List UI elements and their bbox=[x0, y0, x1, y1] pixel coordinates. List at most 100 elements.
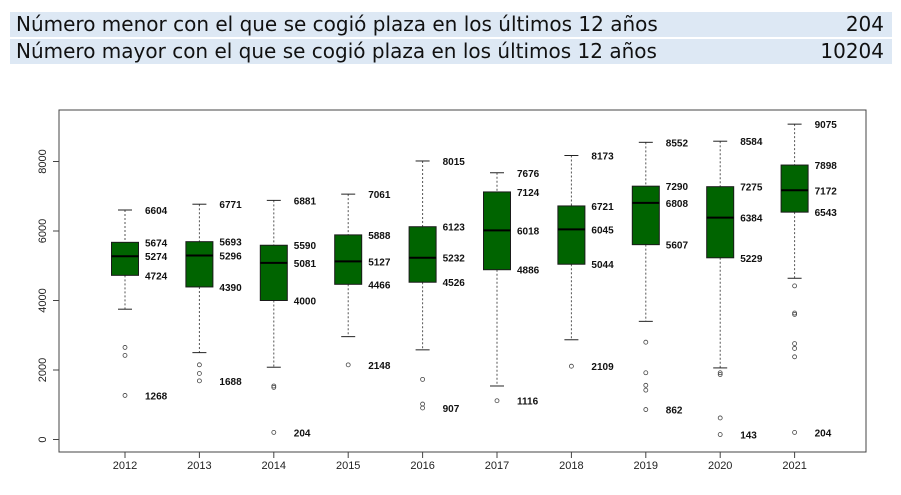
min-label: 862 bbox=[666, 406, 683, 417]
x-tick-label: 2021 bbox=[782, 460, 806, 472]
min-label: 204 bbox=[815, 428, 832, 439]
median-label: 5232 bbox=[443, 254, 466, 265]
q3-label: 7124 bbox=[517, 188, 540, 199]
max-label: 6881 bbox=[294, 196, 317, 207]
y-tick-label: 8000 bbox=[37, 149, 49, 173]
q3-label: 6721 bbox=[591, 202, 614, 213]
boxes: 6604 5674 5274 4724 1268 6771 5693 5296 4390 1688… bbox=[111, 120, 838, 442]
max-label: 7061 bbox=[368, 190, 391, 201]
outlier-point bbox=[792, 430, 797, 435]
y-tick-label: 4000 bbox=[37, 288, 49, 312]
q3-label: 5693 bbox=[219, 238, 242, 249]
outlier-point bbox=[122, 353, 128, 358]
outlier-point bbox=[643, 370, 649, 376]
median-label: 5127 bbox=[368, 257, 391, 268]
x-tick-label: 2015 bbox=[336, 460, 360, 472]
x-tick-label: 2017 bbox=[485, 460, 509, 472]
min-label: 1268 bbox=[145, 391, 168, 402]
outlier-point bbox=[643, 339, 649, 345]
outlier-point bbox=[792, 346, 797, 351]
min-label: 907 bbox=[443, 404, 460, 415]
x-tick-label: 2016 bbox=[410, 460, 434, 472]
outlier-point bbox=[717, 432, 723, 437]
median-label: 5081 bbox=[294, 259, 317, 270]
median-label: 6808 bbox=[666, 199, 689, 210]
median-label: 5296 bbox=[219, 251, 242, 262]
axes: 0 2000 4000 6000 8000 2012 2013 2014 2015 2016 201… bbox=[37, 149, 807, 472]
iqr-box bbox=[185, 241, 214, 288]
q1-label: 4526 bbox=[443, 278, 466, 289]
outlier-point bbox=[420, 376, 426, 382]
header-max-value: 10204 bbox=[820, 39, 884, 63]
outlier-point bbox=[792, 310, 797, 316]
outlier-point bbox=[494, 398, 500, 404]
median-label: 6045 bbox=[591, 225, 614, 236]
iqr-box bbox=[706, 186, 735, 259]
min-label: 1116 bbox=[517, 397, 539, 408]
max-label: 8552 bbox=[666, 138, 689, 149]
outlier-point bbox=[643, 407, 649, 412]
box-2016: 8015 6123 5232 4526 907 bbox=[408, 157, 466, 415]
header-row-min: Número menor con el que se cogió plaza e… bbox=[10, 12, 892, 37]
outlier-point bbox=[271, 383, 277, 389]
max-label: 6771 bbox=[219, 200, 242, 211]
box-2012: 6604 5674 5274 4724 1268 bbox=[111, 206, 168, 402]
median-label: 7172 bbox=[815, 186, 838, 197]
box-2015: 7061 5888 5127 4466 2148 bbox=[334, 190, 391, 372]
x-tick-label: 2014 bbox=[262, 460, 286, 472]
max-label: 8173 bbox=[591, 151, 614, 162]
outlier-point bbox=[717, 372, 723, 377]
max-label: 9075 bbox=[815, 120, 838, 131]
box-2021: 9075 7898 7172 6543 204 bbox=[780, 120, 838, 439]
outlier-point bbox=[122, 345, 128, 350]
q3-label: 5888 bbox=[368, 231, 391, 242]
x-tick-label: 2020 bbox=[708, 460, 732, 472]
box-2014: 6881 5590 5081 4000 204 bbox=[259, 196, 317, 439]
q3-label: 7275 bbox=[740, 183, 763, 194]
x-tick-label: 2019 bbox=[634, 460, 658, 472]
iqr-box bbox=[111, 241, 139, 276]
q3-label: 6123 bbox=[443, 223, 466, 234]
outlier-point bbox=[196, 362, 202, 368]
x-tick-label: 2012 bbox=[113, 460, 137, 472]
min-label: 204 bbox=[294, 428, 311, 439]
max-label: 8584 bbox=[740, 137, 763, 148]
median-label: 6384 bbox=[740, 214, 763, 225]
min-label: 2109 bbox=[591, 362, 614, 373]
header-min-value: 204 bbox=[845, 12, 884, 36]
outlier-point bbox=[792, 341, 797, 346]
outlier-point bbox=[792, 311, 797, 317]
outlier-point bbox=[717, 370, 723, 376]
outlier-point bbox=[643, 387, 649, 393]
q1-label: 6543 bbox=[815, 208, 838, 219]
q1-label: 4000 bbox=[294, 297, 317, 308]
q1-label: 5229 bbox=[740, 254, 763, 265]
outlier-point bbox=[345, 362, 351, 368]
q1-label: 5607 bbox=[666, 241, 689, 252]
header-max-label: Número mayor con el que se cogió plaza e… bbox=[16, 39, 657, 63]
q3-label: 5590 bbox=[294, 241, 317, 252]
outlier-point bbox=[643, 382, 649, 388]
iqr-box bbox=[557, 205, 586, 265]
box-2020: 8584 7275 6384 5229 143 bbox=[706, 137, 763, 442]
max-label: 7676 bbox=[517, 169, 540, 180]
max-label: 8015 bbox=[443, 157, 466, 168]
iqr-box bbox=[408, 226, 437, 283]
outlier-point bbox=[196, 378, 202, 384]
outlier-point bbox=[271, 430, 277, 435]
y-tick-label: 2000 bbox=[37, 358, 49, 382]
outlier-point bbox=[717, 415, 723, 421]
y-tick-label: 0 bbox=[37, 436, 49, 442]
outlier-point bbox=[122, 393, 128, 398]
x-tick-label: 2013 bbox=[187, 460, 211, 472]
box-2013: 6771 5693 5296 4390 1688 bbox=[185, 200, 242, 388]
q3-label: 7898 bbox=[815, 161, 838, 172]
header-min-label: Número menor con el que se cogió plaza e… bbox=[16, 12, 658, 36]
iqr-box bbox=[780, 164, 809, 213]
y-tick-label: 6000 bbox=[37, 219, 49, 243]
min-label: 1688 bbox=[219, 377, 242, 388]
q1-label: 4886 bbox=[517, 266, 540, 277]
box-2017: 7676 7124 6018 4886 1116 bbox=[483, 169, 540, 408]
box-2019: 8552 7290 6808 5607 862 bbox=[631, 138, 689, 417]
outlier-point bbox=[420, 401, 426, 407]
